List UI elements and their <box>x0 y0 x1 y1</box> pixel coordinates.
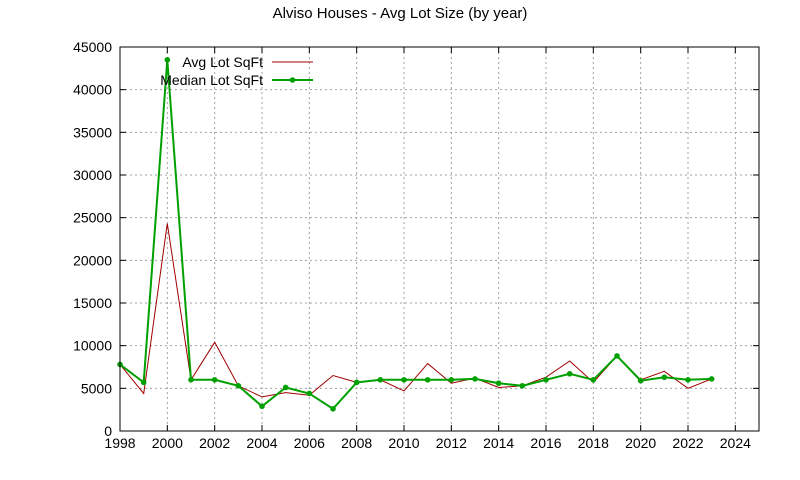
median-lot-sqft-point <box>637 377 644 384</box>
x-tick-label: 2006 <box>294 435 325 451</box>
y-tick-label: 25000 <box>73 210 112 226</box>
chart-title: Alviso Houses - Avg Lot Size (by year) <box>273 5 528 22</box>
y-tick-label: 10000 <box>73 338 112 354</box>
median-lot-sqft-point <box>566 371 573 377</box>
median-lot-sqft-point <box>401 377 407 383</box>
avg-lot-sqft-line <box>119 223 712 398</box>
x-tick-label: 2022 <box>672 435 703 451</box>
legend-marker-median-lot-sqft <box>289 77 296 83</box>
median-lot-sqft-point <box>448 377 455 383</box>
median-lot-sqft-point <box>306 390 313 397</box>
median-lot-sqft-point <box>661 374 668 381</box>
x-tick-label: 2008 <box>341 435 372 451</box>
plot-frame <box>119 46 760 432</box>
y-tick-label: 15000 <box>73 295 112 311</box>
x-tick-label: 2024 <box>720 435 751 451</box>
median-lot-sqft-point <box>495 380 502 387</box>
grid-lines <box>120 47 759 431</box>
y-tick-label: 20000 <box>73 252 112 268</box>
x-tick-label: 2014 <box>483 435 514 451</box>
y-tick-label: 5000 <box>81 380 112 396</box>
y-tick-label: 40000 <box>73 82 112 98</box>
x-tick-label: 2004 <box>246 435 277 451</box>
median-lot-sqft-point <box>543 377 549 383</box>
median-lot-sqft-point <box>377 377 384 383</box>
median-lot-sqft-point <box>590 377 597 383</box>
y-tick-label: 30000 <box>73 167 112 183</box>
median-lot-sqft-point <box>330 406 336 412</box>
median-lot-sqft-line <box>119 59 712 411</box>
median-lot-sqft-point <box>685 377 691 383</box>
y-tick-label: 35000 <box>73 124 112 140</box>
y-tick-label: 45000 <box>73 39 112 55</box>
y-tick-label: 0 <box>104 423 112 439</box>
legend: Avg Lot SqFt Median Lot SqFt <box>160 54 313 88</box>
median-lot-sqft-point <box>353 379 360 386</box>
x-tick-label: 2010 <box>388 435 419 451</box>
median-lot-sqft-point <box>472 376 478 382</box>
median-lot-sqft-point <box>282 384 289 391</box>
x-tick-label: 2018 <box>578 435 609 451</box>
median-lot-sqft-point <box>188 377 194 383</box>
legend-label-avg-lot-sqft: Avg Lot SqFt <box>182 54 263 70</box>
x-tick-label: 2000 <box>152 435 183 451</box>
x-tick-label: 1998 <box>104 435 135 451</box>
median-lot-sqft-point <box>614 353 620 359</box>
median-lot-sqft-point <box>259 403 265 410</box>
median-lot-sqft-point <box>708 376 715 382</box>
median-lot-sqft-point <box>211 377 218 383</box>
plot-series <box>117 57 715 412</box>
x-tick-label: 2020 <box>625 435 656 451</box>
x-tick-label: 2016 <box>530 435 561 451</box>
median-lot-sqft-point <box>519 382 526 389</box>
median-lot-sqft-point <box>235 382 242 389</box>
x-axis: 1998 2000 2002 2004 2006 2008 2010 2012 2014 2016… <box>104 47 751 451</box>
median-lot-sqft-point <box>140 379 147 386</box>
median-lot-sqft-point <box>164 57 171 63</box>
x-tick-label: 2012 <box>436 435 467 451</box>
median-lot-sqft-point <box>424 377 431 383</box>
y-axis: 0 5000 10000 15000 20000 25000 30000 35000 40000… <box>73 39 759 439</box>
x-tick-label: 2002 <box>199 435 230 451</box>
legend-label-median-lot-sqft: Median Lot SqFt <box>160 72 263 88</box>
